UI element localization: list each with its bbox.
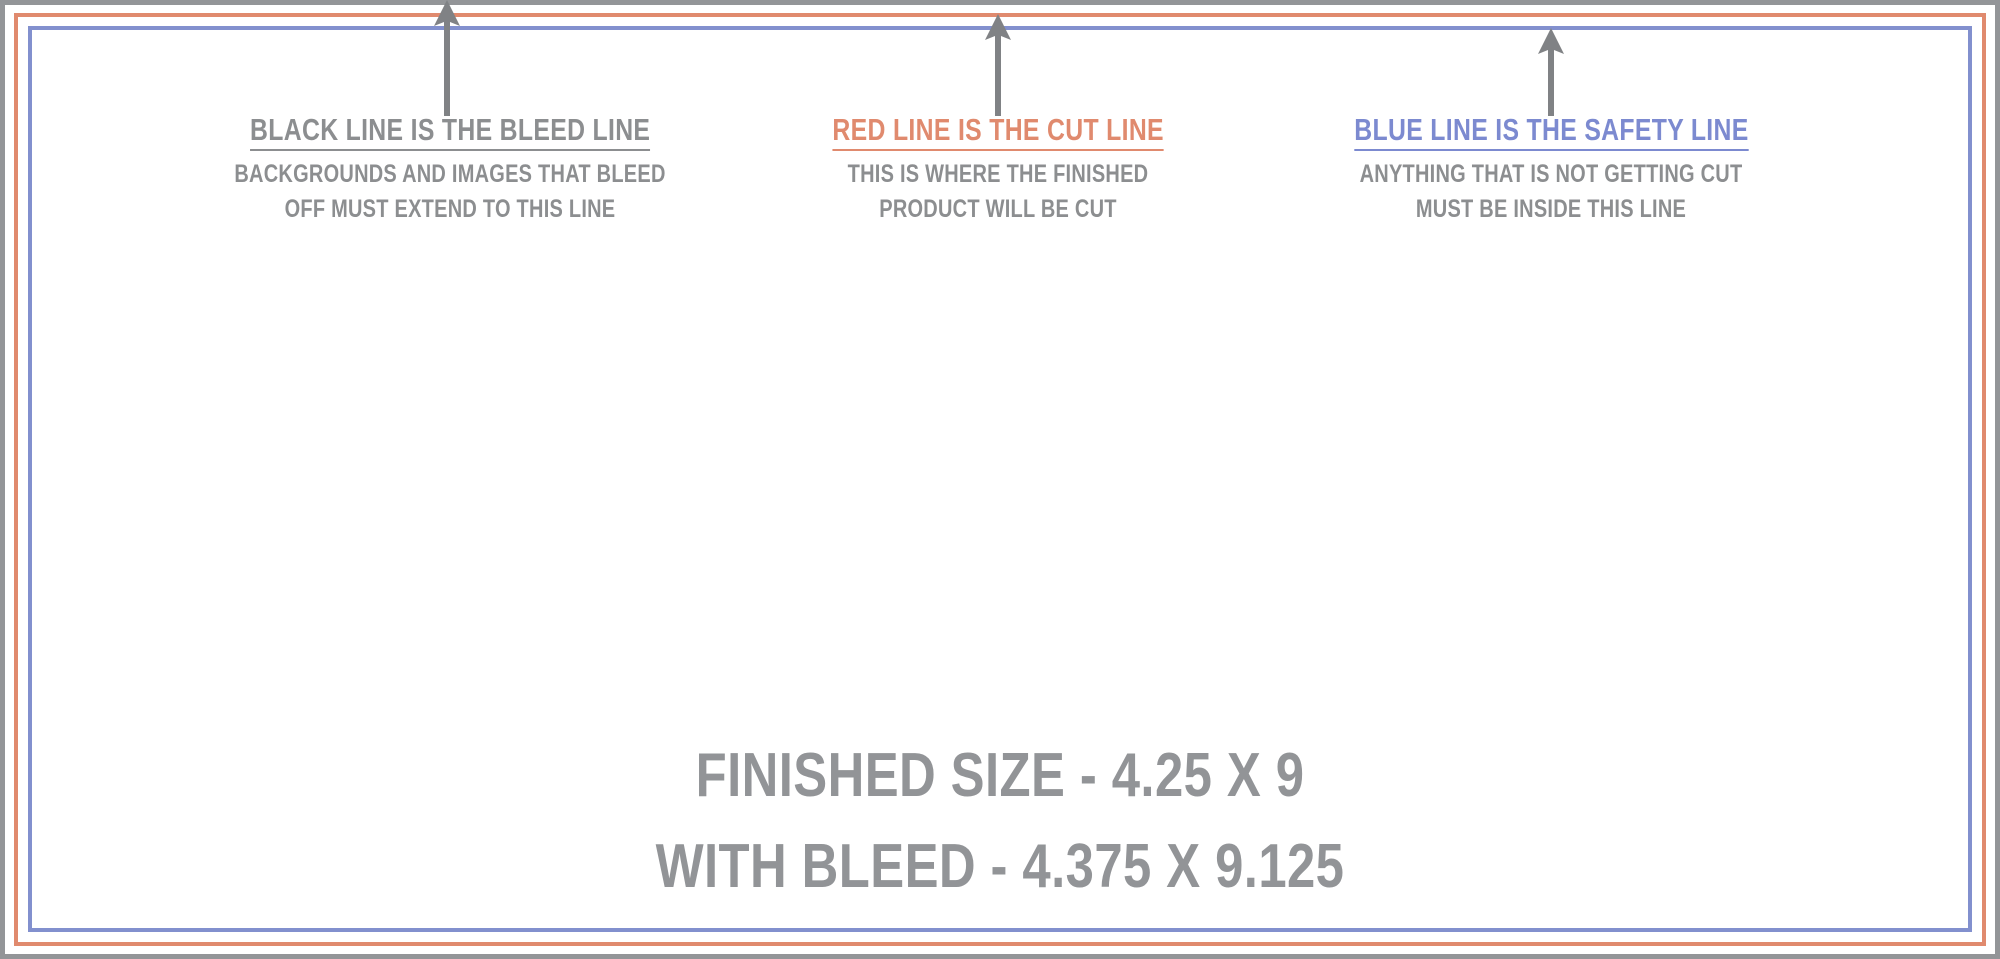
callout-cut-body: THIS IS WHERE THE FINISHED PRODUCT WILL … bbox=[728, 162, 1268, 222]
callout-safety: BLUE LINE IS THE SAFETY LINE ANYTHING TH… bbox=[1281, 114, 1821, 232]
arrow-up-icon-bleed bbox=[431, 0, 463, 116]
callout-bleed-body-line-1: BACKGROUNDS AND IMAGES THAT BLEED bbox=[234, 160, 666, 188]
size-specifications: FINISHED SIZE - 4.25 X 9 WITH BLEED - 4.… bbox=[0, 745, 2000, 927]
callout-safety-body-line-1: ANYTHING THAT IS NOT GETTING CUT bbox=[1359, 160, 1743, 188]
callout-bleed: BLACK LINE IS THE BLEED LINE BACKGROUNDS… bbox=[180, 114, 720, 232]
callout-bleed-body-line-2: OFF MUST EXTEND TO THIS LINE bbox=[284, 195, 616, 223]
callout-bleed-body: BACKGROUNDS AND IMAGES THAT BLEED OFF MU… bbox=[180, 162, 720, 222]
callout-safety-body: ANYTHING THAT IS NOT GETTING CUT MUST BE… bbox=[1281, 162, 1821, 222]
callout-safety-heading: BLUE LINE IS THE SAFETY LINE bbox=[1353, 114, 1749, 151]
callout-bleed-heading: BLACK LINE IS THE BLEED LINE bbox=[249, 114, 651, 151]
arrow-up-icon-cut bbox=[982, 14, 1014, 116]
callout-safety-body-line-2: MUST BE INSIDE THIS LINE bbox=[1415, 195, 1687, 223]
callout-cut-heading: RED LINE IS THE CUT LINE bbox=[832, 114, 1164, 151]
with-bleed-size-text: WITH BLEED - 4.375 X 9.125 bbox=[655, 832, 1345, 901]
callout-cut-body-line-2: PRODUCT WILL BE CUT bbox=[879, 195, 1117, 223]
callout-cut-body-line-1: THIS IS WHERE THE FINISHED bbox=[847, 160, 1149, 188]
callout-cut: RED LINE IS THE CUT LINE THIS IS WHERE T… bbox=[728, 114, 1268, 232]
finished-size-text: FINISHED SIZE - 4.25 X 9 bbox=[695, 741, 1305, 810]
arrow-up-icon-safety bbox=[1535, 28, 1567, 116]
